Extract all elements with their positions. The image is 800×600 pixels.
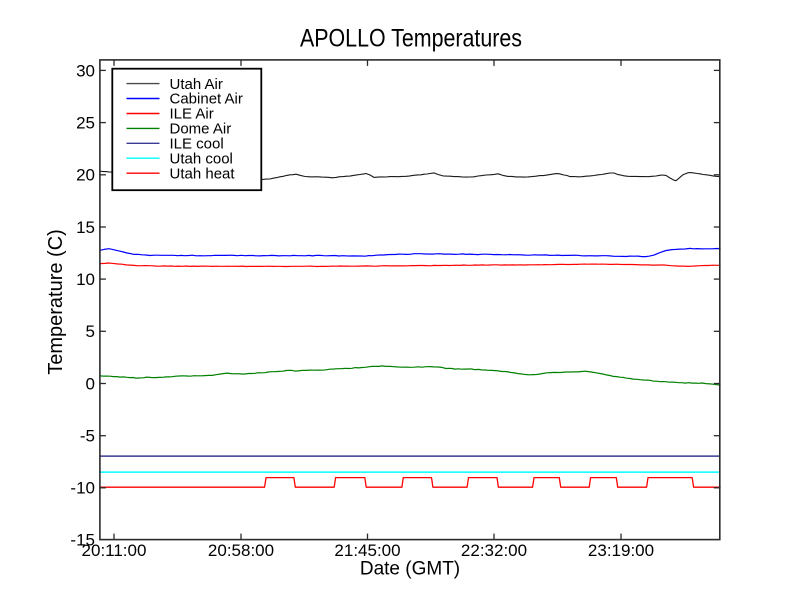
- svg-text:Date (GMT): Date (GMT): [360, 559, 460, 580]
- svg-text:ILE cool: ILE cool: [170, 136, 224, 153]
- svg-text:22:32:00: 22:32:00: [461, 541, 527, 560]
- svg-text:Utah cool: Utah cool: [170, 150, 233, 167]
- svg-text:Utah Air: Utah Air: [170, 76, 223, 93]
- svg-text:10: 10: [76, 270, 95, 289]
- svg-text:20:58:00: 20:58:00: [208, 541, 274, 560]
- svg-text:25: 25: [76, 114, 95, 133]
- svg-text:20:11:00: 20:11:00: [82, 541, 147, 560]
- svg-text:Utah heat: Utah heat: [170, 165, 236, 182]
- svg-text:30: 30: [76, 61, 95, 80]
- svg-text:20: 20: [76, 166, 95, 185]
- svg-text:0: 0: [86, 374, 95, 393]
- svg-text:23:19:00: 23:19:00: [588, 541, 654, 560]
- svg-text:APOLLO Temperatures: APOLLO Temperatures: [300, 25, 522, 53]
- svg-text:Dome Air: Dome Air: [170, 121, 232, 138]
- svg-text:Temperature (C): Temperature (C): [45, 229, 67, 375]
- svg-text:-15: -15: [70, 531, 95, 550]
- svg-text:ILE Air: ILE Air: [170, 106, 214, 123]
- svg-text:15: 15: [76, 218, 95, 237]
- svg-text:21:45:00: 21:45:00: [334, 541, 400, 560]
- svg-text:5: 5: [86, 322, 95, 341]
- svg-text:-10: -10: [70, 479, 95, 498]
- svg-text:-5: -5: [80, 427, 95, 446]
- svg-text:Cabinet Air: Cabinet Air: [170, 91, 243, 108]
